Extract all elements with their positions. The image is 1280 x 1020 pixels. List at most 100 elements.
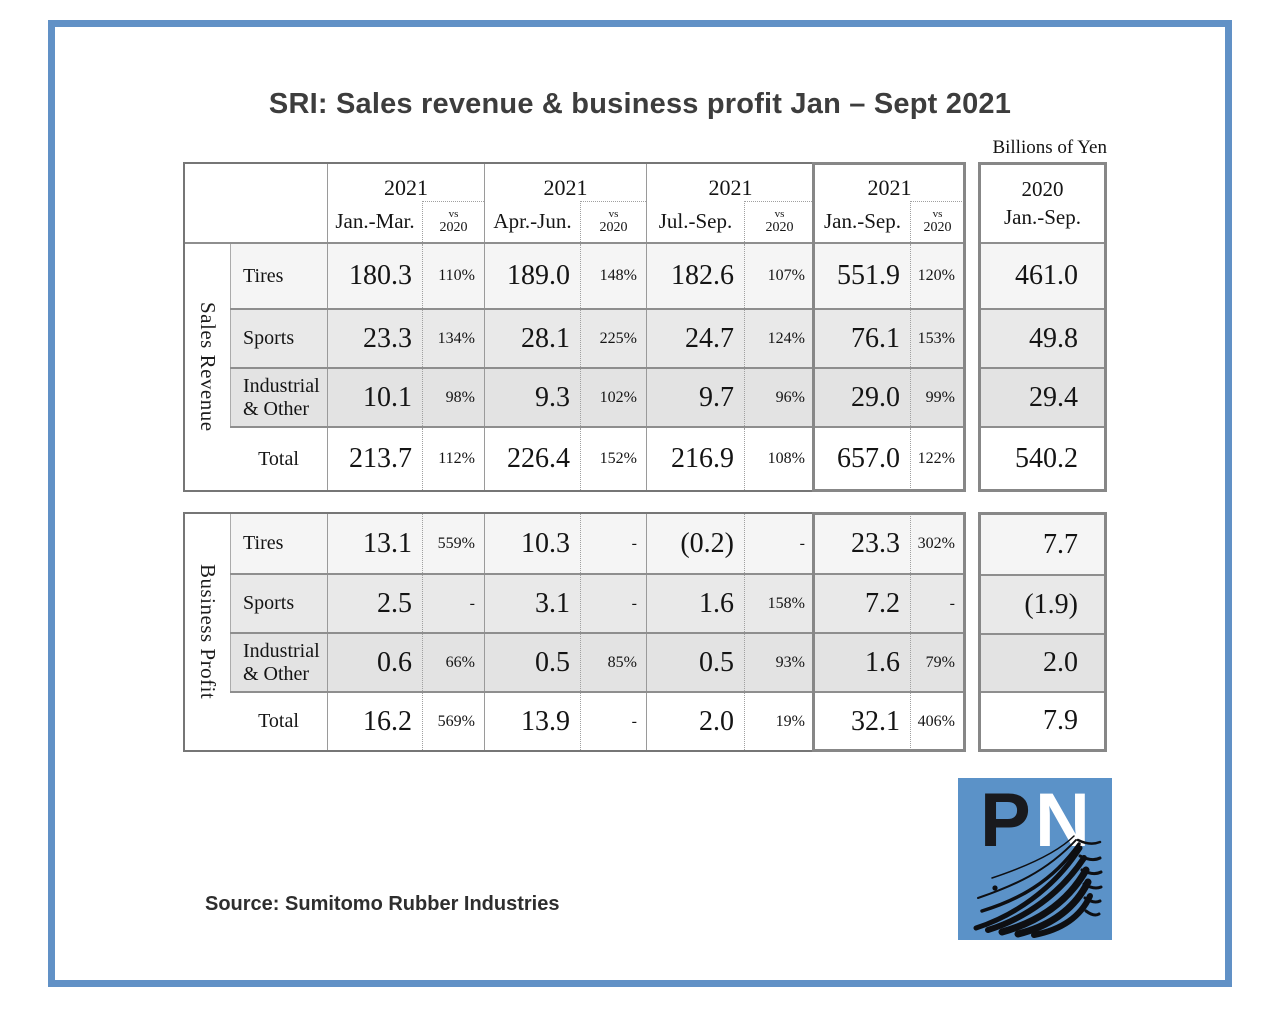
prior-value-cell: 2.0: [981, 633, 1104, 691]
value-cell: 2.5: [327, 575, 422, 632]
header-group-q3: 2021 Jul.-Sep. vs 2020: [646, 164, 814, 242]
prior-value-cell: 7.7: [981, 515, 1104, 574]
vs-cell: 153%: [910, 310, 964, 367]
vs-cell: 108%: [744, 428, 814, 490]
value-cell: 1.6: [814, 634, 910, 691]
value-cell: 180.3: [327, 244, 422, 308]
vs-cell: 93%: [744, 634, 814, 691]
vs-cell: 110%: [422, 244, 484, 308]
prior-value-cell: 461.0: [981, 244, 1104, 308]
value-cell: 16.2: [327, 693, 422, 750]
prior-year-box-sales: 2020 Jan.-Sep. 461.0 49.8 29.4 540.2: [978, 162, 1107, 492]
row-profit-total: Total 16.2 569% 13.9 - 2.0 19% 32.1 406%: [230, 691, 964, 750]
pn-logo: P N: [958, 778, 1112, 940]
row-sales-total: Total 213.7 112% 226.4 152% 216.9 108% 6…: [230, 426, 964, 490]
source-note: Source: Sumitomo Rubber Industries: [205, 893, 560, 915]
row-profit-industrial: Industrial & Other 0.6 66% 0.5 85% 0.5 9…: [230, 632, 964, 691]
header-period-q2: Apr.-Jun.: [493, 209, 572, 233]
value-cell: 28.1: [484, 310, 580, 367]
vs-cell: 302%: [910, 514, 964, 573]
prior-value-cell: (1.9): [981, 574, 1104, 633]
vs-cell: 99%: [910, 369, 964, 426]
value-cell: 24.7: [646, 310, 744, 367]
value-cell: 32.1: [814, 693, 910, 750]
value-cell: 10.1: [327, 369, 422, 426]
header-blank-cell: [185, 164, 327, 242]
vs-label: vs: [448, 207, 459, 220]
value-cell: 0.5: [484, 634, 580, 691]
value-cell: 9.3: [484, 369, 580, 426]
row-sales-tires: Tires 180.3 110% 189.0 148% 182.6 107% 5…: [230, 244, 964, 308]
prior-year-box-profit: 7.7 (1.9) 2.0 7.9: [978, 512, 1107, 752]
header-period-q3: Jul.-Sep.: [658, 209, 733, 233]
value-cell: 182.6: [646, 244, 744, 308]
category-cell: Industrial & Other: [230, 369, 327, 426]
header-group-q1: 2021 Jan.-Mar. vs 2020: [327, 164, 484, 242]
header-year: 2021: [543, 175, 588, 200]
vs-label: vs: [774, 207, 785, 220]
vs-year: 2020: [765, 220, 794, 236]
prior-value-cell: 540.2: [981, 426, 1104, 489]
vs-cell: 107%: [744, 244, 814, 308]
vs-cell: 406%: [910, 693, 964, 750]
vs-cell: 152%: [580, 428, 646, 490]
vs-cell: -: [580, 575, 646, 632]
vs-cell: 85%: [580, 634, 646, 691]
vs-cell: 98%: [422, 369, 484, 426]
section-side-cell: Business Profit: [185, 514, 230, 750]
vs-cell: 124%: [744, 310, 814, 367]
row-sales-industrial: Industrial & Other 10.1 98% 9.3 102% 9.7…: [230, 367, 964, 426]
prior-year: 2020: [1021, 177, 1064, 202]
value-cell: 1.6: [646, 575, 744, 632]
header-vs-cell: vs 2020: [580, 201, 646, 242]
pn-logo-graphic: P N: [958, 778, 1112, 940]
vs-cell: 66%: [422, 634, 484, 691]
vs-year: 2020: [599, 220, 628, 236]
value-cell: 7.2: [814, 575, 910, 632]
vs-cell: -: [422, 575, 484, 632]
value-cell: 657.0: [814, 428, 910, 490]
vs-cell: 112%: [422, 428, 484, 490]
category-cell: Tires: [230, 244, 327, 308]
section-label-business-profit: Business Profit: [196, 564, 220, 700]
unit-note: Billions of Yen: [992, 137, 1107, 158]
vs-cell: 120%: [910, 244, 964, 308]
value-cell: 29.0: [814, 369, 910, 426]
value-cell: 76.1: [814, 310, 910, 367]
header-group-ytd: 2021 Jan.-Sep. vs 2020: [814, 164, 964, 242]
vs-year: 2020: [439, 220, 468, 236]
value-cell: 2.0: [646, 693, 744, 750]
category-cell: Sports: [230, 575, 327, 632]
vs-cell: -: [580, 693, 646, 750]
table-header-row: 2021 Jan.-Mar. vs 2020 2021 Apr.-Jun. vs…: [185, 164, 964, 242]
outer-blue-frame: [48, 20, 1232, 987]
header-vs-cell: vs 2020: [744, 201, 814, 242]
vs-label: vs: [932, 207, 943, 220]
vs-cell: -: [580, 514, 646, 573]
logo-letter-n: N: [1035, 778, 1090, 863]
row-profit-tires: Tires 13.1 559% 10.3 - (0.2) - 23.3 302%: [230, 514, 964, 573]
value-cell: (0.2): [646, 514, 744, 573]
vs-cell: 569%: [422, 693, 484, 750]
value-cell: 23.3: [327, 310, 422, 367]
vs-cell: 96%: [744, 369, 814, 426]
prior-value-cell: 29.4: [981, 367, 1104, 426]
value-cell: 216.9: [646, 428, 744, 490]
vs-year: 2020: [923, 220, 952, 236]
header-year: 2021: [384, 175, 428, 200]
prior-year-header: 2020 Jan.-Sep.: [981, 165, 1104, 244]
prior-value-cell: 49.8: [981, 308, 1104, 367]
header-year: 2021: [867, 175, 912, 200]
value-cell: 9.7: [646, 369, 744, 426]
section-label-sales-revenue: Sales Revenue: [196, 302, 220, 432]
row-sales-sports: Sports 23.3 134% 28.1 225% 24.7 124% 76.…: [230, 308, 964, 367]
vs-cell: 19%: [744, 693, 814, 750]
header-group-q2: 2021 Apr.-Jun. vs 2020: [484, 164, 646, 242]
prior-value-cell: 7.9: [981, 691, 1104, 749]
business-profit-table: Business Profit Tires 13.1 559% 10.3 - (…: [183, 512, 966, 752]
value-cell: 0.5: [646, 634, 744, 691]
value-cell: 13.9: [484, 693, 580, 750]
value-cell: 213.7: [327, 428, 422, 490]
vs-cell: 225%: [580, 310, 646, 367]
value-cell: 3.1: [484, 575, 580, 632]
